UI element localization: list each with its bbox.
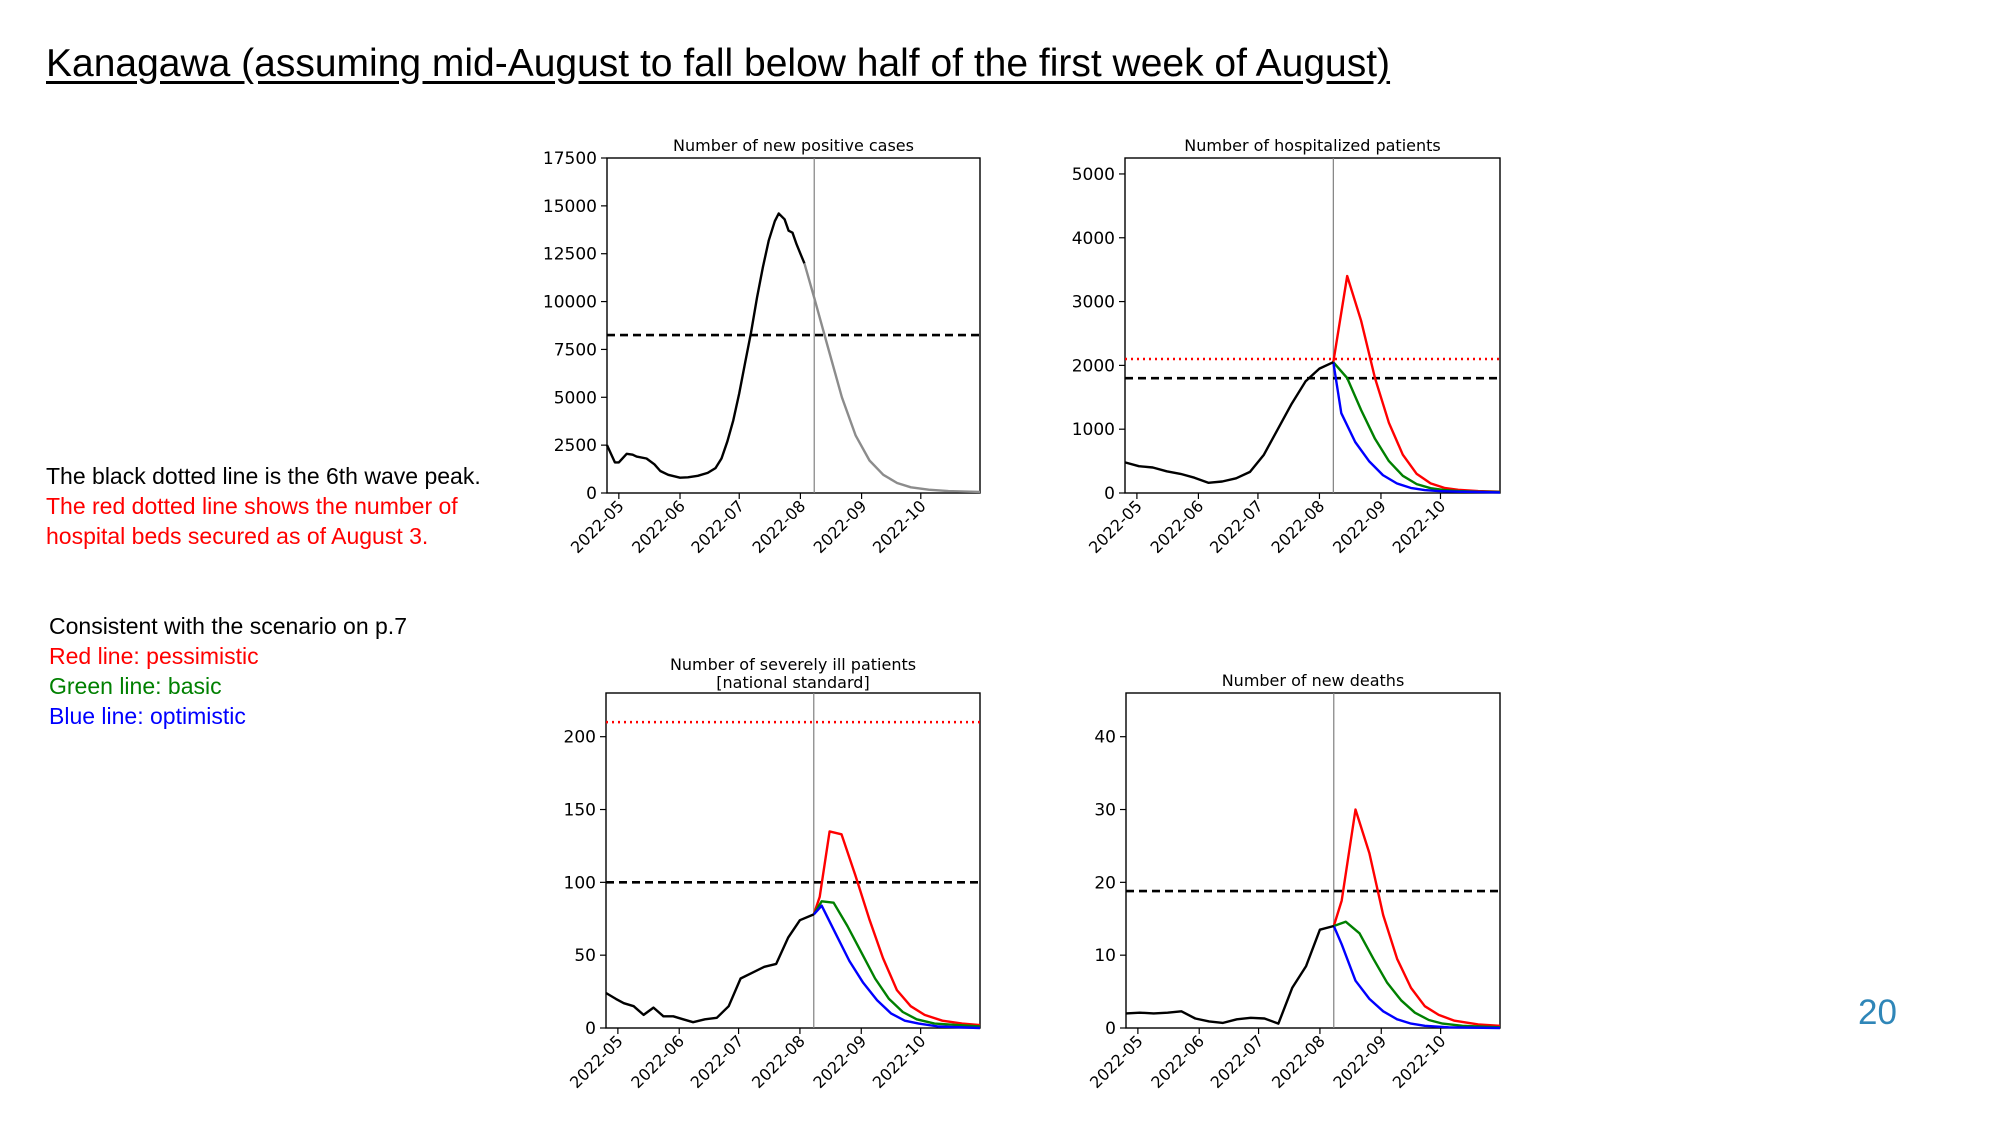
chart-severely-ill-xtick-label: 2022-08 bbox=[748, 1031, 809, 1092]
chart-new-cases-xtick-label: 2022-09 bbox=[810, 496, 871, 557]
chart-new-deaths-frame bbox=[1125, 692, 1501, 1029]
beds-line-note-2: hospital beds secured as of August 3. bbox=[46, 523, 429, 549]
chart-severely-ill-series-basic bbox=[812, 900, 981, 1028]
beds-line-note-1: The red dotted line shows the number of bbox=[46, 493, 458, 519]
chart-severely-ill-ytick-label: 150 bbox=[564, 801, 596, 821]
chart-new-cases-ytick-label: 2500 bbox=[554, 436, 597, 456]
chart-new-deaths-xtick-label: 2022-10 bbox=[1389, 1031, 1450, 1092]
chart-new-cases-ytick-label: 10000 bbox=[543, 293, 597, 313]
peak-line-note: The black dotted line is the 6th wave pe… bbox=[46, 463, 481, 489]
chart-new-cases-ytick-label: 17500 bbox=[543, 149, 597, 169]
scenario-legend: Consistent with the scenario on p.7 Red … bbox=[49, 611, 407, 731]
chart-severely-ill-series-pessimistic bbox=[812, 830, 981, 1027]
chart-hospitalized-xtick-label: 2022-05 bbox=[1085, 496, 1146, 557]
chart-hospitalized-frame bbox=[1124, 157, 1501, 494]
chart-new-cases-xtick-label: 2022-08 bbox=[749, 496, 810, 557]
chart-new-cases-series-actual bbox=[605, 212, 806, 479]
chart-new-deaths-ytick-label: 0 bbox=[1105, 1019, 1116, 1039]
chart-new-cases-series-projection bbox=[803, 262, 981, 494]
legend-basic: Green line: basic bbox=[49, 673, 222, 699]
chart-new-cases-ytick-label: 12500 bbox=[543, 245, 597, 265]
chart-hospitalized-ytick-label: 0 bbox=[1104, 484, 1115, 504]
chart-new-deaths-ytick-label: 20 bbox=[1094, 873, 1116, 893]
chart-new-cases: Number of new positive cases 0 2500 5000 750… bbox=[543, 136, 981, 557]
chart-severely-ill-frame bbox=[605, 692, 981, 1029]
chart-severely-ill: Number of severely ill patients[national… bbox=[564, 655, 981, 1092]
chart-new-cases-ytick-label: 15000 bbox=[543, 197, 597, 217]
chart-hospitalized-xtick-label: 2022-06 bbox=[1147, 496, 1208, 557]
chart-new-cases-xtick-label: 2022-05 bbox=[567, 496, 628, 557]
chart-new-deaths-xtick-label: 2022-08 bbox=[1268, 1031, 1329, 1092]
chart-hospitalized-ytick-label: 5000 bbox=[1072, 165, 1115, 185]
chart-new-deaths-ytick-label: 30 bbox=[1094, 801, 1116, 821]
slide-title: Kanagawa (assuming mid-August to fall be… bbox=[46, 42, 1391, 85]
chart-hospitalized-ytick-label: 3000 bbox=[1072, 293, 1115, 313]
chart-severely-ill-xtick-label: 2022-05 bbox=[566, 1031, 627, 1092]
scenario-heading: Consistent with the scenario on p.7 bbox=[49, 613, 407, 639]
chart-severely-ill-ytick-label: 200 bbox=[564, 728, 596, 748]
chart-new-deaths-series-optimistic bbox=[1332, 925, 1501, 1030]
chart-hospitalized: Number of hospitalized patients 0 1000 2000… bbox=[1072, 136, 1501, 557]
chart-hospitalized-title: Number of hospitalized patients bbox=[1184, 136, 1440, 155]
chart-new-cases-xtick-label: 2022-10 bbox=[869, 496, 930, 557]
legend-pessimistic: Red line: pessimistic bbox=[49, 643, 259, 669]
chart-severely-ill-ytick-label: 50 bbox=[574, 946, 596, 966]
chart-new-deaths-series-basic bbox=[1333, 920, 1501, 1029]
chart-hospitalized-xtick-label: 2022-07 bbox=[1206, 496, 1267, 557]
chart-new-deaths-xtick-label: 2022-07 bbox=[1207, 1031, 1268, 1092]
chart-hospitalized-ytick-label: 2000 bbox=[1072, 356, 1115, 376]
chart-hospitalized-series-pessimistic bbox=[1332, 274, 1501, 493]
chart-new-deaths-series-actual bbox=[1125, 924, 1335, 1025]
chart-new-deaths-ytick-label: 10 bbox=[1094, 946, 1116, 966]
chart-severely-ill-ytick-label: 0 bbox=[585, 1019, 596, 1039]
chart-new-deaths-xtick-label: 2022-09 bbox=[1329, 1031, 1390, 1092]
chart-severely-ill-series-actual bbox=[605, 913, 815, 1024]
chart-severely-ill-xtick-label: 2022-06 bbox=[627, 1031, 688, 1092]
chart-new-cases-ytick-label: 0 bbox=[586, 484, 597, 504]
chart-severely-ill-title: Number of severely ill patients bbox=[670, 655, 916, 674]
chart-new-cases-ytick-label: 7500 bbox=[554, 340, 597, 360]
chart-new-deaths-xtick-label: 2022-05 bbox=[1086, 1031, 1147, 1092]
chart-hospitalized-series-actual bbox=[1124, 361, 1334, 484]
chart-hospitalized-xtick-label: 2022-08 bbox=[1268, 496, 1329, 557]
chart-severely-ill-series-optimistic bbox=[812, 904, 981, 1030]
chart-hospitalized-ytick-label: 1000 bbox=[1072, 420, 1115, 440]
page-number: 20 bbox=[1858, 993, 1897, 1032]
chart-new-cases-xtick-label: 2022-06 bbox=[628, 496, 689, 557]
chart-hospitalized-ytick-label: 4000 bbox=[1072, 229, 1115, 249]
chart-severely-ill-xtick-label: 2022-09 bbox=[809, 1031, 870, 1092]
chart-new-cases-title: Number of new positive cases bbox=[673, 136, 914, 155]
chart-severely-ill-ytick-label: 100 bbox=[564, 873, 596, 893]
chart-new-deaths-ytick-label: 40 bbox=[1094, 728, 1116, 748]
chart-severely-ill-subtitle: [national standard] bbox=[716, 673, 869, 692]
legend-optimistic: Blue line: optimistic bbox=[49, 703, 246, 729]
chart-new-cases-frame bbox=[606, 157, 981, 494]
chart-new-cases-ytick-label: 5000 bbox=[554, 388, 597, 408]
chart-hospitalized-xtick-label: 2022-10 bbox=[1389, 496, 1450, 557]
reference-line-notes: The black dotted line is the 6th wave pe… bbox=[46, 461, 481, 551]
chart-hospitalized-series-optimistic bbox=[1332, 362, 1501, 494]
chart-severely-ill-xtick-label: 2022-07 bbox=[687, 1031, 748, 1092]
chart-new-deaths-series-pessimistic bbox=[1332, 808, 1501, 1027]
chart-new-deaths-title: Number of new deaths bbox=[1222, 671, 1405, 690]
chart-hospitalized-xtick-label: 2022-09 bbox=[1329, 496, 1390, 557]
chart-new-deaths-xtick-label: 2022-06 bbox=[1147, 1031, 1208, 1092]
chart-new-cases-xtick-label: 2022-07 bbox=[687, 496, 748, 557]
chart-severely-ill-xtick-label: 2022-10 bbox=[869, 1031, 930, 1092]
